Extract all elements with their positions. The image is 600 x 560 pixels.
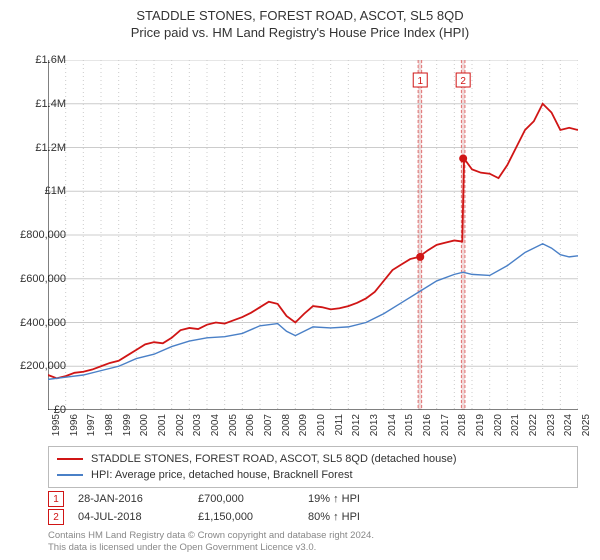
x-tick-label: 1995 — [51, 414, 62, 436]
transaction-row: 1 28-JAN-2016 £700,000 19% ↑ HPI — [48, 490, 578, 508]
legend-swatch — [57, 458, 83, 460]
x-tick-label: 2020 — [493, 414, 504, 436]
x-tick-label: 2010 — [316, 414, 327, 436]
footer-line: Contains HM Land Registry data © Crown c… — [48, 530, 578, 542]
x-tick-label: 1997 — [86, 414, 97, 436]
x-tick-label: 2018 — [457, 414, 468, 436]
transaction-price: £1,150,000 — [198, 511, 308, 523]
y-tick-label: £600,000 — [20, 273, 66, 285]
x-tick-label: 2012 — [351, 414, 362, 436]
chart-subtitle: Price paid vs. HM Land Registry's House … — [0, 25, 600, 40]
transaction-row: 2 04-JUL-2018 £1,150,000 80% ↑ HPI — [48, 508, 578, 526]
svg-text:1: 1 — [417, 76, 423, 87]
x-tick-label: 2013 — [369, 414, 380, 436]
x-tick-label: 1998 — [104, 414, 115, 436]
x-tick-label: 2016 — [422, 414, 433, 436]
footer-line: This data is licensed under the Open Gov… — [48, 542, 578, 554]
x-tick-label: 2001 — [157, 414, 168, 436]
x-tick-label: 2023 — [546, 414, 557, 436]
y-tick-label: £1.6M — [35, 54, 66, 66]
legend: STADDLE STONES, FOREST ROAD, ASCOT, SL5 … — [48, 446, 578, 488]
x-tick-label: 2002 — [175, 414, 186, 436]
transaction-price: £700,000 — [198, 493, 308, 505]
x-tick-label: 2008 — [281, 414, 292, 436]
y-tick-label: £1.4M — [35, 98, 66, 110]
titles: STADDLE STONES, FOREST ROAD, ASCOT, SL5 … — [0, 0, 600, 40]
legend-label: STADDLE STONES, FOREST ROAD, ASCOT, SL5 … — [91, 453, 457, 465]
chart-title: STADDLE STONES, FOREST ROAD, ASCOT, SL5 … — [0, 8, 600, 23]
x-tick-label: 2005 — [228, 414, 239, 436]
y-tick-label: £800,000 — [20, 229, 66, 241]
y-tick-label: £200,000 — [20, 360, 66, 372]
y-tick-label: £1M — [45, 185, 66, 197]
x-tick-label: 2015 — [404, 414, 415, 436]
chart-container: STADDLE STONES, FOREST ROAD, ASCOT, SL5 … — [0, 0, 600, 560]
x-tick-label: 1999 — [122, 414, 133, 436]
legend-item: STADDLE STONES, FOREST ROAD, ASCOT, SL5 … — [57, 451, 569, 467]
legend-label: HPI: Average price, detached house, Brac… — [91, 469, 353, 481]
x-tick-label: 2017 — [440, 414, 451, 436]
y-tick-label: £400,000 — [20, 317, 66, 329]
chart-area: 12 — [48, 60, 578, 410]
x-tick-label: 2004 — [210, 414, 221, 436]
legend-item: HPI: Average price, detached house, Brac… — [57, 467, 569, 483]
x-tick-label: 2011 — [334, 414, 345, 436]
x-tick-label: 2007 — [263, 414, 274, 436]
marker-badge: 2 — [48, 509, 64, 525]
marker-badge: 1 — [48, 491, 64, 507]
x-tick-label: 2009 — [298, 414, 309, 436]
transaction-delta: 80% ↑ HPI — [308, 511, 418, 523]
transaction-date: 04-JUL-2018 — [78, 511, 198, 523]
x-tick-label: 2022 — [528, 414, 539, 436]
x-tick-label: 2006 — [245, 414, 256, 436]
x-tick-label: 2019 — [475, 414, 486, 436]
transaction-delta: 19% ↑ HPI — [308, 493, 418, 505]
x-tick-label: 2025 — [581, 414, 592, 436]
chart-svg: 12 — [48, 60, 578, 410]
x-tick-label: 2000 — [139, 414, 150, 436]
x-tick-label: 2024 — [563, 414, 574, 436]
x-tick-label: 2021 — [510, 414, 521, 436]
footer: Contains HM Land Registry data © Crown c… — [48, 530, 578, 554]
svg-text:2: 2 — [460, 76, 466, 87]
x-tick-label: 2003 — [192, 414, 203, 436]
transaction-date: 28-JAN-2016 — [78, 493, 198, 505]
x-tick-label: 1996 — [69, 414, 80, 436]
y-tick-label: £1.2M — [35, 142, 66, 154]
legend-swatch — [57, 474, 83, 476]
transaction-rows: 1 28-JAN-2016 £700,000 19% ↑ HPI 2 04-JU… — [48, 490, 578, 526]
x-tick-label: 2014 — [387, 414, 398, 436]
